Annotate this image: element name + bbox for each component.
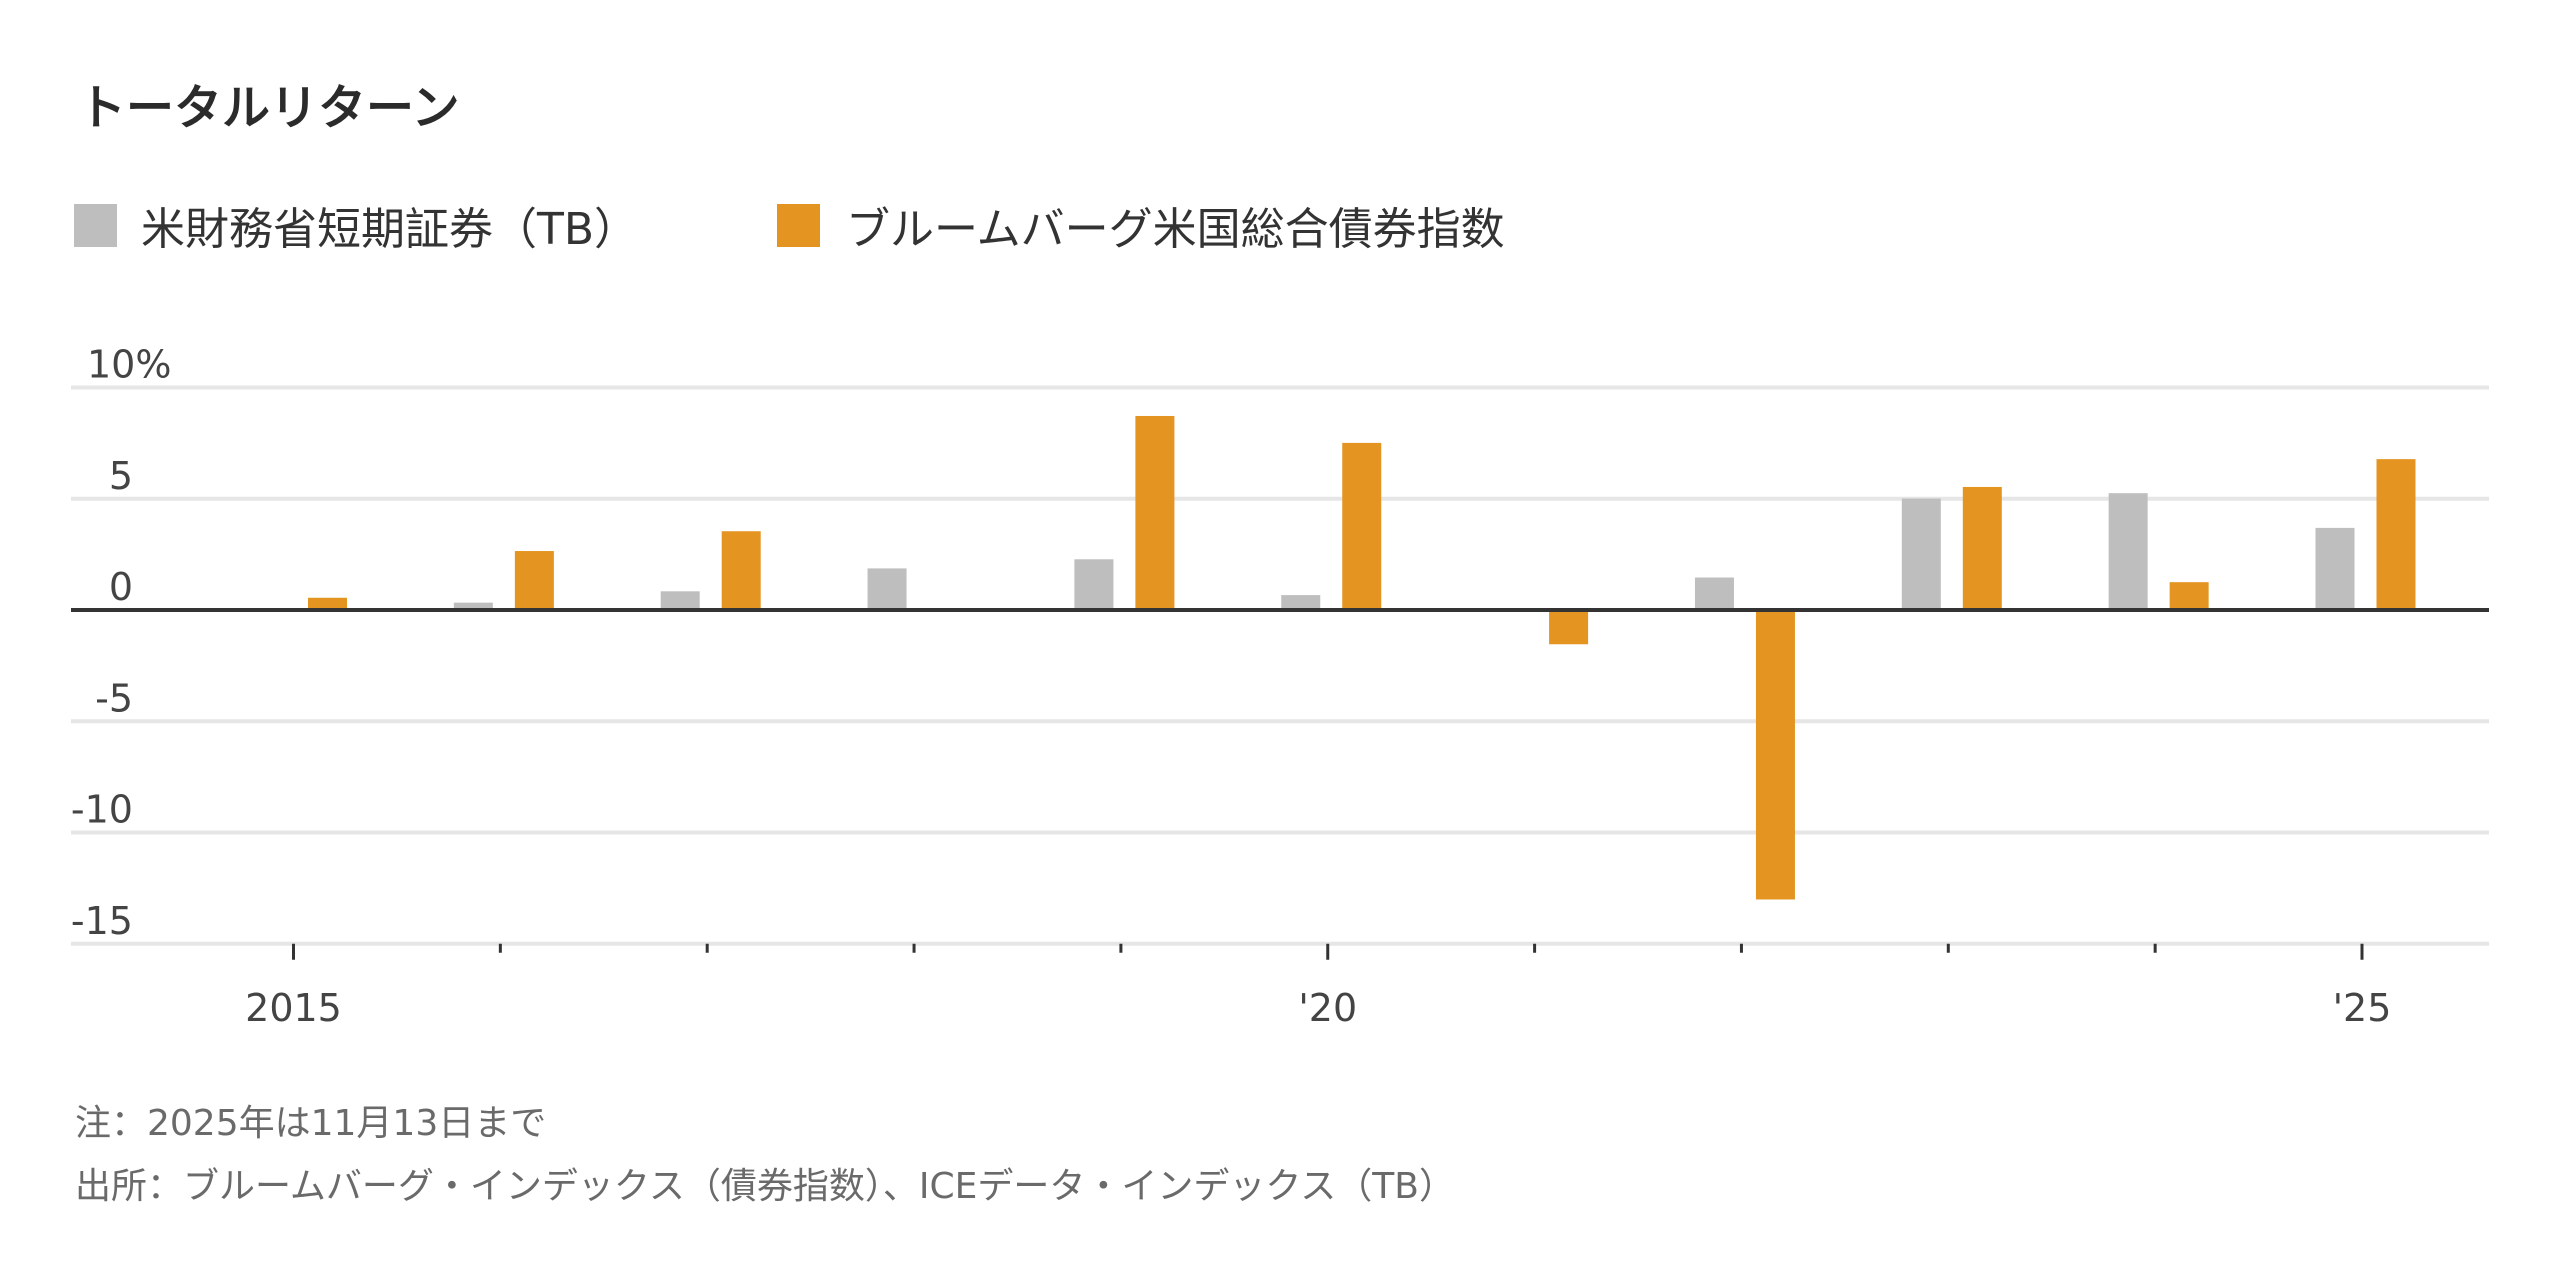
bar-tb-2020: [1281, 595, 1321, 610]
bar-agg-2023: [1962, 486, 2002, 610]
bars: [247, 415, 2416, 900]
chart-title: トータルリターン: [78, 80, 460, 136]
bar-tb-2016: [453, 602, 493, 610]
y-tick-label: 0: [109, 565, 133, 609]
gridlines: 10% 5 0 -5 -10 -15: [71, 343, 2489, 946]
source-note: 出所：ブルームバーグ・インデックス（債券指数）、ICEデータ・インデックス（TB…: [75, 1166, 1455, 1207]
y-tick-label: 5: [109, 454, 133, 498]
legend-label-agg: ブルームバーグ米国総合債券指数: [846, 204, 1505, 255]
x-tick-label: 2015: [245, 986, 342, 1030]
bar-tb-2023: [1901, 498, 1941, 610]
bar-tb-2022: [1694, 577, 1734, 610]
bar-tb-2025: [2315, 527, 2355, 610]
bar-agg-2021: [1549, 610, 1589, 645]
bar-agg-2017: [721, 531, 761, 610]
footnote: 注：2025年は11月13日まで: [75, 1103, 546, 1144]
bar-agg-2016: [514, 551, 554, 610]
bar-agg-2019: [1135, 415, 1175, 610]
legend-swatch-agg: [777, 204, 820, 247]
bar-agg-2025: [2376, 459, 2416, 610]
bar-tb-2024: [2108, 493, 2148, 610]
x-tick-label: '20: [1298, 986, 1357, 1030]
bar-agg-2024: [2169, 582, 2209, 610]
y-tick-label: -10: [71, 788, 133, 832]
y-tick-label: 10%: [87, 343, 171, 387]
bar-tb-2018: [867, 568, 907, 610]
bar-agg-2022: [1755, 610, 1795, 900]
y-tick-label: -15: [71, 899, 133, 943]
y-tick-label: -5: [95, 676, 133, 720]
bar-agg-2015: [308, 597, 347, 610]
bar-tb-2017: [660, 591, 700, 610]
x-axis: 2015 '20 '25: [245, 943, 2392, 1030]
x-tick-label: '25: [2333, 986, 2392, 1030]
legend-label-tb: 米財務省短期証券（TB）: [141, 204, 638, 255]
legend-swatch-tb: [74, 204, 117, 247]
bar-tb-2019: [1074, 559, 1114, 610]
legend: 米財務省短期証券（TB） ブルームバーグ米国総合債券指数: [74, 204, 1505, 255]
bar-agg-2020: [1342, 442, 1382, 610]
